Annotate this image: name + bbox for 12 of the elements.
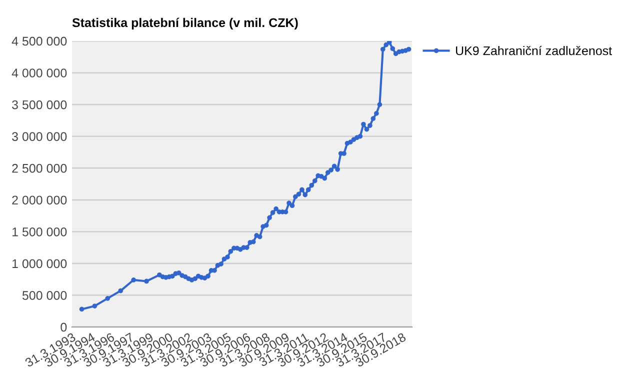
chart-title: Statistika platební bilance (v mil. CZK) — [72, 18, 298, 30]
y-tick-label: 4 000 000 — [12, 68, 67, 78]
y-tick-label: 2 500 000 — [12, 164, 67, 173]
y-tick-label: 3 500 000 — [12, 100, 67, 110]
y-tick-label: 0 — [60, 322, 67, 332]
y-tick-label: 500 000 — [22, 291, 67, 300]
y-tick-label: 4 500 000 — [12, 36, 67, 46]
y-tick-label: 1 000 000 — [12, 259, 67, 268]
y-tick-label: 2 000 000 — [12, 196, 67, 205]
y-tick-label: 3 000 000 — [12, 132, 67, 141]
y-tick-label: 1 500 000 — [12, 227, 67, 236]
legend-label: UK9 Zahraniční zadluženost — [456, 46, 612, 56]
